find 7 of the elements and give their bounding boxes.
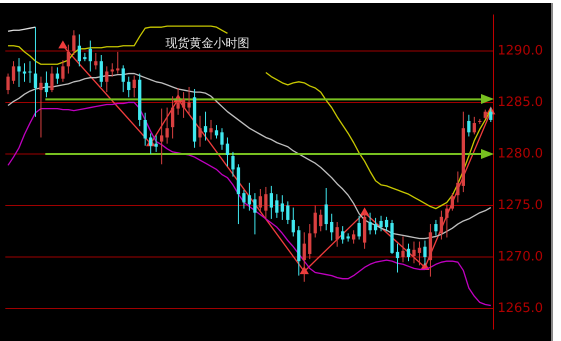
text: 现货黄金小时图 — [165, 36, 250, 50]
y-tick-label: 1285.0 — [498, 94, 544, 110]
y-tick-label: 1290.0 — [498, 43, 544, 58]
y-tick-label: 1275.0 — [498, 198, 544, 213]
y-tick-label: 1265.0 — [498, 300, 544, 316]
y-tick-label: 1270.0 — [498, 249, 544, 264]
y-tick-label: 1280.0 — [498, 146, 544, 162]
